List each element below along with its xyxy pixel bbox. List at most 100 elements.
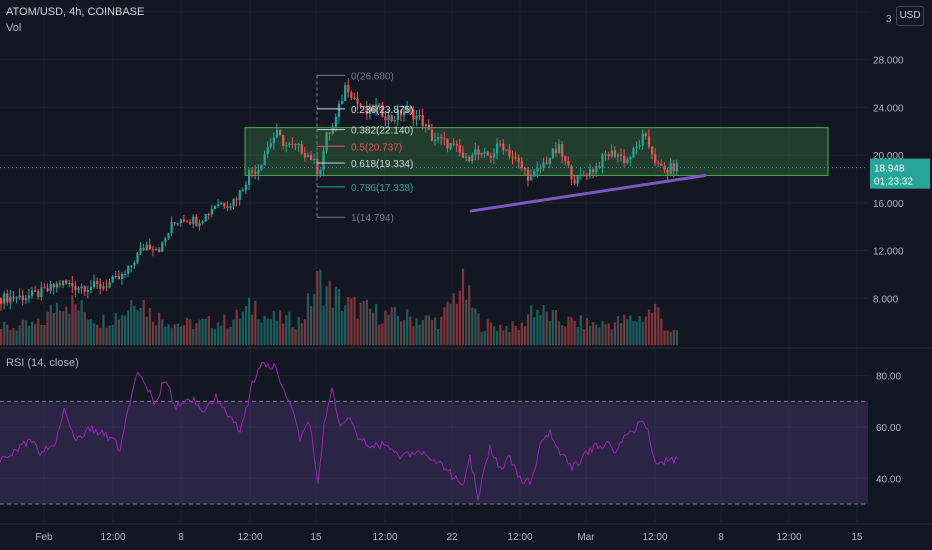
candle-body [567,160,570,166]
volume-bar [418,324,421,345]
volume-bar [675,330,678,345]
volume-bar [644,316,647,345]
volume-bar [217,322,220,345]
volume-bar [458,290,461,345]
candle-body [220,202,223,205]
volume-bar [220,325,223,345]
candle-body [3,293,6,304]
grid-lines [0,0,868,522]
candle-body [359,103,362,108]
volume-bar [403,320,406,345]
fibonacci-retracement[interactable]: 0(26.680) 0.236(23.875) 0.382(22.140) 0.5(2… [316,71,413,224]
time-tick-label: 12:00 [100,532,125,543]
volume-bar [18,325,21,345]
volume-bar [120,315,124,345]
candle-body [130,265,133,267]
candle-body [71,282,74,287]
volume-bar [356,318,359,345]
trendline[interactable] [469,173,707,213]
symbol-legend[interactable]: ATOM/USD, 4h, COINBASE [6,6,145,18]
currency-button[interactable]: USD [896,6,924,26]
volume-bar [632,320,635,345]
volume-bar [582,329,585,345]
candle-body [145,244,148,250]
volume-bar [331,307,334,345]
candle-body [666,169,669,174]
volume-bar [55,302,58,345]
volume-bar [387,314,390,345]
time-tick-label: Feb [35,532,53,543]
volume-bar [610,329,613,345]
volume-bar [585,317,589,345]
candle-body [167,233,170,239]
volume-bar [452,293,455,345]
candle-body [468,156,471,161]
candle-body [210,209,213,215]
volume-bar [238,318,241,345]
volume-bar [647,309,651,345]
candle-body [672,163,675,172]
volume-bar [142,299,145,345]
candle-body [300,143,303,154]
price-tick-label: 20.000 [873,151,904,162]
candle-body [275,130,279,138]
volume-bar [620,322,623,345]
price-tick-label: 24.000 [873,103,904,114]
candle-body [114,275,117,277]
volume-bar [192,329,195,345]
volume-legend[interactable]: Vol [6,22,22,34]
support-box[interactable] [244,127,829,176]
candle-body [52,283,55,288]
volume-bar [595,324,598,345]
candle-body [313,158,316,161]
candle-body [465,156,468,158]
candle-body [458,145,461,153]
volume-bar [111,324,114,345]
volume-bar [384,310,387,345]
volume-bar [440,317,443,345]
volume-bar [607,323,610,345]
volume-bar [117,319,120,345]
candle-body [294,144,297,146]
rsi-legend[interactable]: RSI (14, close) [6,357,79,369]
candle-body [623,156,626,163]
volume-bar [551,309,554,345]
volume-bar [561,325,564,345]
volume-bar [666,330,669,345]
volume-bar [74,304,77,345]
volume-bar [455,303,458,345]
volume-bar [127,310,130,345]
volume-bar [96,324,99,345]
candle-body [585,175,589,177]
volume-bar [536,309,539,345]
price-badge-value: 18.948 [874,164,905,175]
candle-body [626,159,629,163]
volume-bar [601,320,604,345]
candle-body [657,162,660,164]
volume-bar [430,320,434,345]
volume-bar [93,323,96,345]
rsi-tick-label: 40.00 [876,474,901,485]
volume-bar [623,314,626,345]
fib-level-label: 1(14.794) [351,213,394,224]
volume-bar [130,300,133,345]
candle-body [365,106,368,114]
candle-body [310,155,313,161]
candle-body [55,283,58,288]
candle-body [412,109,415,120]
volume-bar [21,319,24,345]
volume-bar [80,300,83,345]
candle-body [158,249,161,252]
volume-bar [232,319,235,345]
volume-bar [486,319,489,345]
volume-bar [505,325,508,345]
candle-body [120,273,124,280]
candle-body [449,143,452,149]
candle-body [356,98,359,104]
candle-body [461,152,465,158]
volume-bar [260,322,263,345]
volume-bar [508,332,511,345]
candle-body [641,133,644,146]
volume-bar [393,306,396,345]
